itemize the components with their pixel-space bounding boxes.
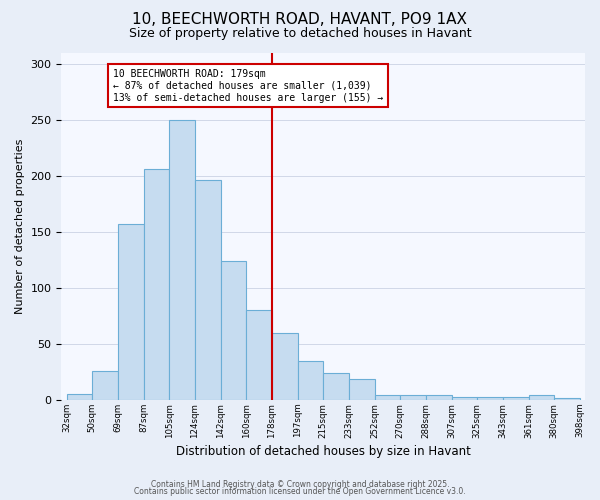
- Bar: [426, 396, 452, 400]
- Bar: [452, 396, 477, 400]
- Bar: [67, 394, 92, 400]
- X-axis label: Distribution of detached houses by size in Havant: Distribution of detached houses by size …: [176, 444, 470, 458]
- Bar: [554, 398, 580, 400]
- Bar: [92, 371, 118, 400]
- Y-axis label: Number of detached properties: Number of detached properties: [15, 138, 25, 314]
- Bar: [143, 169, 169, 400]
- Bar: [118, 224, 143, 400]
- Bar: [529, 396, 554, 400]
- Bar: [374, 396, 400, 400]
- Bar: [169, 120, 195, 400]
- Bar: [400, 396, 426, 400]
- Bar: [246, 310, 272, 400]
- Bar: [272, 332, 298, 400]
- Bar: [298, 360, 323, 400]
- Bar: [195, 180, 221, 400]
- Bar: [477, 396, 503, 400]
- Text: 10, BEECHWORTH ROAD, HAVANT, PO9 1AX: 10, BEECHWORTH ROAD, HAVANT, PO9 1AX: [133, 12, 467, 28]
- Text: 10 BEECHWORTH ROAD: 179sqm
← 87% of detached houses are smaller (1,039)
13% of s: 10 BEECHWORTH ROAD: 179sqm ← 87% of deta…: [113, 70, 383, 102]
- Bar: [323, 373, 349, 400]
- Text: Size of property relative to detached houses in Havant: Size of property relative to detached ho…: [128, 28, 472, 40]
- Bar: [349, 378, 374, 400]
- Bar: [503, 396, 529, 400]
- Text: Contains HM Land Registry data © Crown copyright and database right 2025.: Contains HM Land Registry data © Crown c…: [151, 480, 449, 489]
- Bar: [221, 261, 246, 400]
- Text: Contains public sector information licensed under the Open Government Licence v3: Contains public sector information licen…: [134, 488, 466, 496]
